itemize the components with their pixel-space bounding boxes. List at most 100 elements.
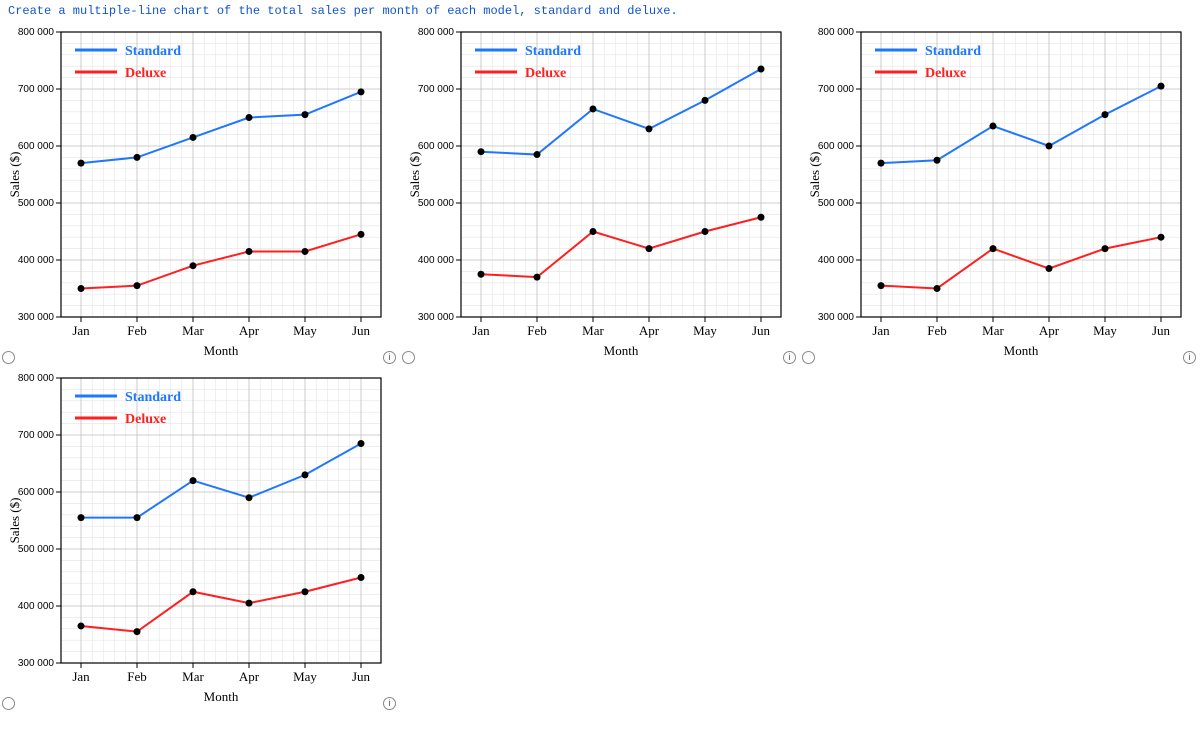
line-chart: Jan Feb Mar Apr May Jun 300 000 400 000 500 000 6… (806, 24, 1191, 362)
data-point (302, 111, 309, 118)
data-point (758, 66, 765, 73)
data-point (990, 123, 997, 130)
y-tick-label: 600 000 (818, 141, 855, 152)
legend: StandardDeluxe (475, 44, 581, 81)
series-line-standard (81, 92, 361, 163)
line-chart: JanFebMarAprMayJun300 000400 000500 0006… (6, 24, 391, 362)
x-tick-label: May (293, 669, 317, 684)
data-point (246, 114, 253, 121)
y-tick-label: 700 000 (18, 84, 55, 95)
info-icon[interactable]: i (783, 351, 796, 364)
data-point (302, 248, 309, 255)
x-tick-label: Jun (752, 323, 771, 338)
x-axis-label: Month (204, 343, 239, 358)
data-point (358, 88, 365, 95)
y-axis-label: Sales ($) (7, 498, 22, 544)
data-point (246, 600, 253, 607)
x-tick-label: May (1093, 323, 1117, 338)
data-point (534, 274, 541, 281)
y-tick-label: 800 000 (18, 373, 55, 384)
select-radio[interactable] (402, 351, 415, 364)
y-tick-label: 600 000 (18, 141, 55, 152)
data-point (702, 97, 709, 104)
data-point (302, 588, 309, 595)
x-tick-label: Jan (72, 323, 90, 338)
chart-cell: Jan Feb Mar Apr May Jun 300 000 400 000 500 000 6… (800, 20, 1200, 366)
prompt-text: Create a multiple-line chart of the tota… (0, 0, 1200, 20)
x-tick-label: May (293, 323, 317, 338)
data-point (358, 231, 365, 238)
x-tick-label: Mar (982, 323, 1004, 338)
x-tick-label: Jan (872, 323, 890, 338)
series-line-deluxe (881, 237, 1161, 288)
y-tick-label: 500 000 (18, 544, 55, 555)
select-radio[interactable] (802, 351, 815, 364)
data-point (1046, 143, 1053, 150)
line-chart: JanFebMarAprMayJun300 000400 000500 0006… (406, 24, 791, 362)
y-tick-label: 400 000 (818, 255, 855, 266)
x-tick-label: Feb (527, 323, 547, 338)
legend: StandardDeluxe (75, 390, 181, 427)
data-point (590, 228, 597, 235)
x-axis-label: Month (1004, 343, 1039, 358)
data-point (302, 471, 309, 478)
x-tick-label: Feb (927, 323, 947, 338)
x-tick-label: Jun (352, 323, 371, 338)
y-tick-label: 800 000 (818, 27, 855, 38)
data-point (990, 245, 997, 252)
data-point (246, 494, 253, 501)
data-point (78, 514, 85, 521)
y-tick-label: 700 000 (18, 430, 55, 441)
data-point (246, 248, 253, 255)
y-tick-label: 400 000 (418, 255, 455, 266)
y-tick-label: 500 000 (18, 198, 55, 209)
info-icon[interactable]: i (383, 351, 396, 364)
series-line-deluxe (481, 217, 761, 277)
x-tick-label: Mar (182, 323, 204, 338)
y-tick-label: 700 000 (818, 84, 855, 95)
y-tick-label: 500 000 (418, 198, 455, 209)
info-icon[interactable]: i (383, 697, 396, 710)
x-tick-label: Jun (1152, 323, 1171, 338)
data-point (78, 285, 85, 292)
y-axis-label: Sales ($) (407, 152, 422, 198)
y-tick-label: 300 000 (18, 658, 55, 669)
data-point (534, 151, 541, 158)
chart-grid: Jan Feb Mar Apr May Jun 300 000 400 000 500 000 6… (0, 20, 1200, 712)
x-tick-label: Apr (639, 323, 660, 338)
data-point (934, 285, 941, 292)
series-line-standard (881, 86, 1161, 163)
data-point (478, 148, 485, 155)
legend-label: Standard (925, 44, 981, 59)
data-point (702, 228, 709, 235)
chart-cell: JanFebMarAprMayJun300 000400 000500 0006… (400, 20, 800, 366)
y-tick-label: 600 000 (18, 487, 55, 498)
legend-label: Standard (125, 44, 181, 59)
y-tick-label: 300 000 (818, 312, 855, 323)
y-tick-label: 400 000 (18, 601, 55, 612)
data-point (134, 628, 141, 635)
select-radio[interactable] (2, 697, 15, 710)
data-point (134, 154, 141, 161)
legend-label: Deluxe (125, 66, 166, 81)
data-point (190, 477, 197, 484)
data-point (1158, 83, 1165, 90)
data-point (934, 157, 941, 164)
data-point (1102, 245, 1109, 252)
data-point (78, 622, 85, 629)
data-point (758, 214, 765, 221)
x-tick-label: Feb (127, 669, 147, 684)
legend-label: Deluxe (125, 412, 166, 427)
data-point (1046, 265, 1053, 272)
chart-cell: JanFebMarAprMayJun300 000400 000500 0006… (0, 20, 400, 366)
x-tick-label: Apr (1039, 323, 1060, 338)
legend: Standard Deluxe (75, 44, 181, 81)
y-tick-label: 800 000 (18, 27, 55, 38)
info-icon[interactable]: i (1183, 351, 1196, 364)
data-point (1102, 111, 1109, 118)
x-tick-label: Jun (352, 669, 371, 684)
y-axis-label: Sales ($) (807, 152, 822, 198)
select-radio[interactable] (2, 351, 15, 364)
legend: StandardDeluxe (875, 44, 981, 81)
y-tick-label: 500 000 (818, 198, 855, 209)
